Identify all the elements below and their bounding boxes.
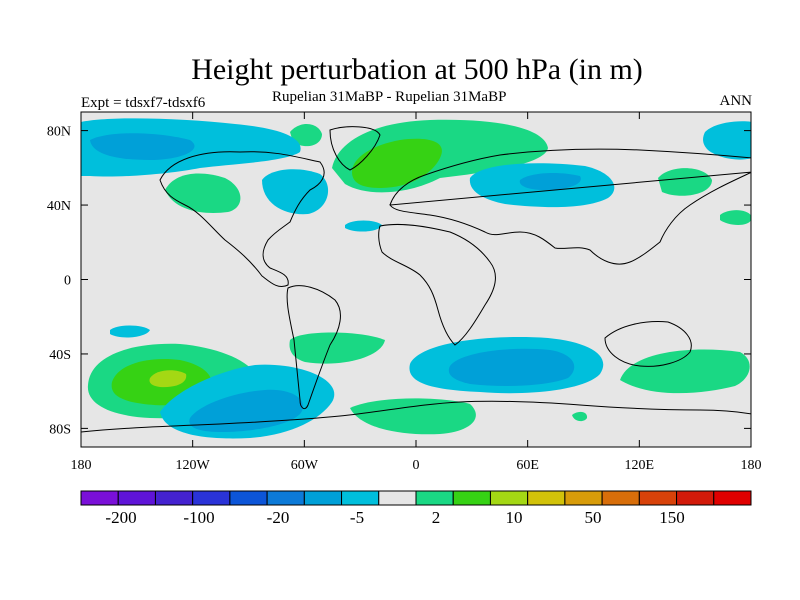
- contour-positive-antarctic: [350, 398, 476, 435]
- colorbar-label: -5: [350, 508, 364, 527]
- contour-positive-australia-south: [620, 349, 750, 394]
- colorbar-swatch: [192, 490, 231, 506]
- colorbar-swatch: [676, 490, 715, 506]
- colorbar-swatch: [266, 490, 305, 506]
- coastline-greenland: [329, 126, 381, 171]
- season-label: ANN: [719, 93, 753, 109]
- colorbar-label: 150: [659, 508, 685, 527]
- colorbar-swatch: [601, 490, 640, 506]
- colorbar-swatch: [415, 490, 454, 506]
- colorbar-swatch: [303, 490, 343, 506]
- x-tick-label: 120W: [176, 458, 211, 473]
- colorbar-swatch: [527, 490, 566, 506]
- colorbar-swatch: [117, 490, 156, 506]
- experiment-label: Expt = tdsxf7-tdsxf6: [81, 95, 206, 111]
- contour-positive-ne-asia: [658, 168, 712, 196]
- colorbar-label: -200: [105, 508, 136, 527]
- coastline-south-america: [286, 285, 341, 410]
- contour-negative-small-south-pacific: [110, 325, 150, 338]
- contour-positive-nw-pacific: [720, 210, 751, 225]
- x-tick-label: 60E: [516, 458, 539, 473]
- colorbar-swatch: [154, 490, 194, 506]
- contour-positive-scandinavia: [352, 138, 442, 188]
- y-tick-label: 0: [64, 274, 71, 289]
- colorbar-label: -20: [267, 508, 290, 527]
- x-tick-label: 180: [741, 458, 762, 473]
- colorbar-swatch: [489, 490, 529, 506]
- colorbar-swatch: [341, 490, 380, 506]
- colorbar-swatch: [713, 490, 752, 506]
- colorbar-swatch: [564, 490, 603, 506]
- contour-negative-indian-ocean-core: [448, 348, 575, 386]
- contour-positive-small-sw-atlantic: [572, 411, 588, 422]
- y-tick-label: 80S: [49, 422, 71, 437]
- x-tick-label: 120E: [625, 458, 655, 473]
- x-tick-label: 60W: [291, 458, 319, 473]
- colorbar-label: 2: [432, 508, 441, 527]
- coastline-australia: [604, 321, 692, 367]
- colorbar-label: 50: [585, 508, 602, 527]
- x-tick-label: 180: [71, 458, 92, 473]
- colorbar-swatch: [229, 490, 268, 506]
- contour-positive-n-atlantic: [165, 173, 241, 213]
- map-title: Height perturbation at 500 hPa (in m): [191, 53, 643, 86]
- colorbar-swatch: [378, 490, 417, 506]
- subtitle: Rupelian 31MaBP - Rupelian 31MaBP: [272, 89, 507, 105]
- coastline-eurasia: [389, 148, 751, 265]
- colorbar: -200 -100 -20 -5 2 10 50 150: [80, 490, 752, 527]
- y-tick-label: 80N: [47, 125, 71, 140]
- colorbar-swatch: [80, 490, 119, 506]
- contour-fills: [81, 118, 751, 439]
- contour-negative-small-atlantic: [345, 220, 382, 232]
- coastline-north-america: [159, 151, 325, 288]
- coastlines: [81, 126, 751, 433]
- axis-ticks: 180 120W 60W 0 60E 120E 180 80N 40N 0 40S 80S: [47, 112, 762, 473]
- contour-positive-s-pacific-peak: [149, 370, 187, 388]
- y-tick-label: 40S: [49, 348, 71, 363]
- contour-negative-n-atlantic-west: [262, 169, 329, 215]
- contour-negative-n-pacific-core: [90, 133, 195, 160]
- colorbar-swatch: [638, 490, 678, 506]
- y-tick-label: 40N: [47, 199, 71, 214]
- contour-negative-siberia-core: [519, 172, 581, 190]
- contour-negative-arctic-east: [703, 121, 751, 160]
- colorbar-label: -100: [183, 508, 214, 527]
- coastline-africa: [378, 223, 496, 346]
- colorbar-label: 10: [506, 508, 523, 527]
- contour-positive-s-atlantic: [289, 332, 385, 364]
- colorbar-swatch: [452, 490, 491, 506]
- coastline-antarctica: [81, 400, 751, 433]
- contour-positive-n-america-east: [290, 123, 322, 147]
- x-tick-label: 0: [413, 458, 420, 473]
